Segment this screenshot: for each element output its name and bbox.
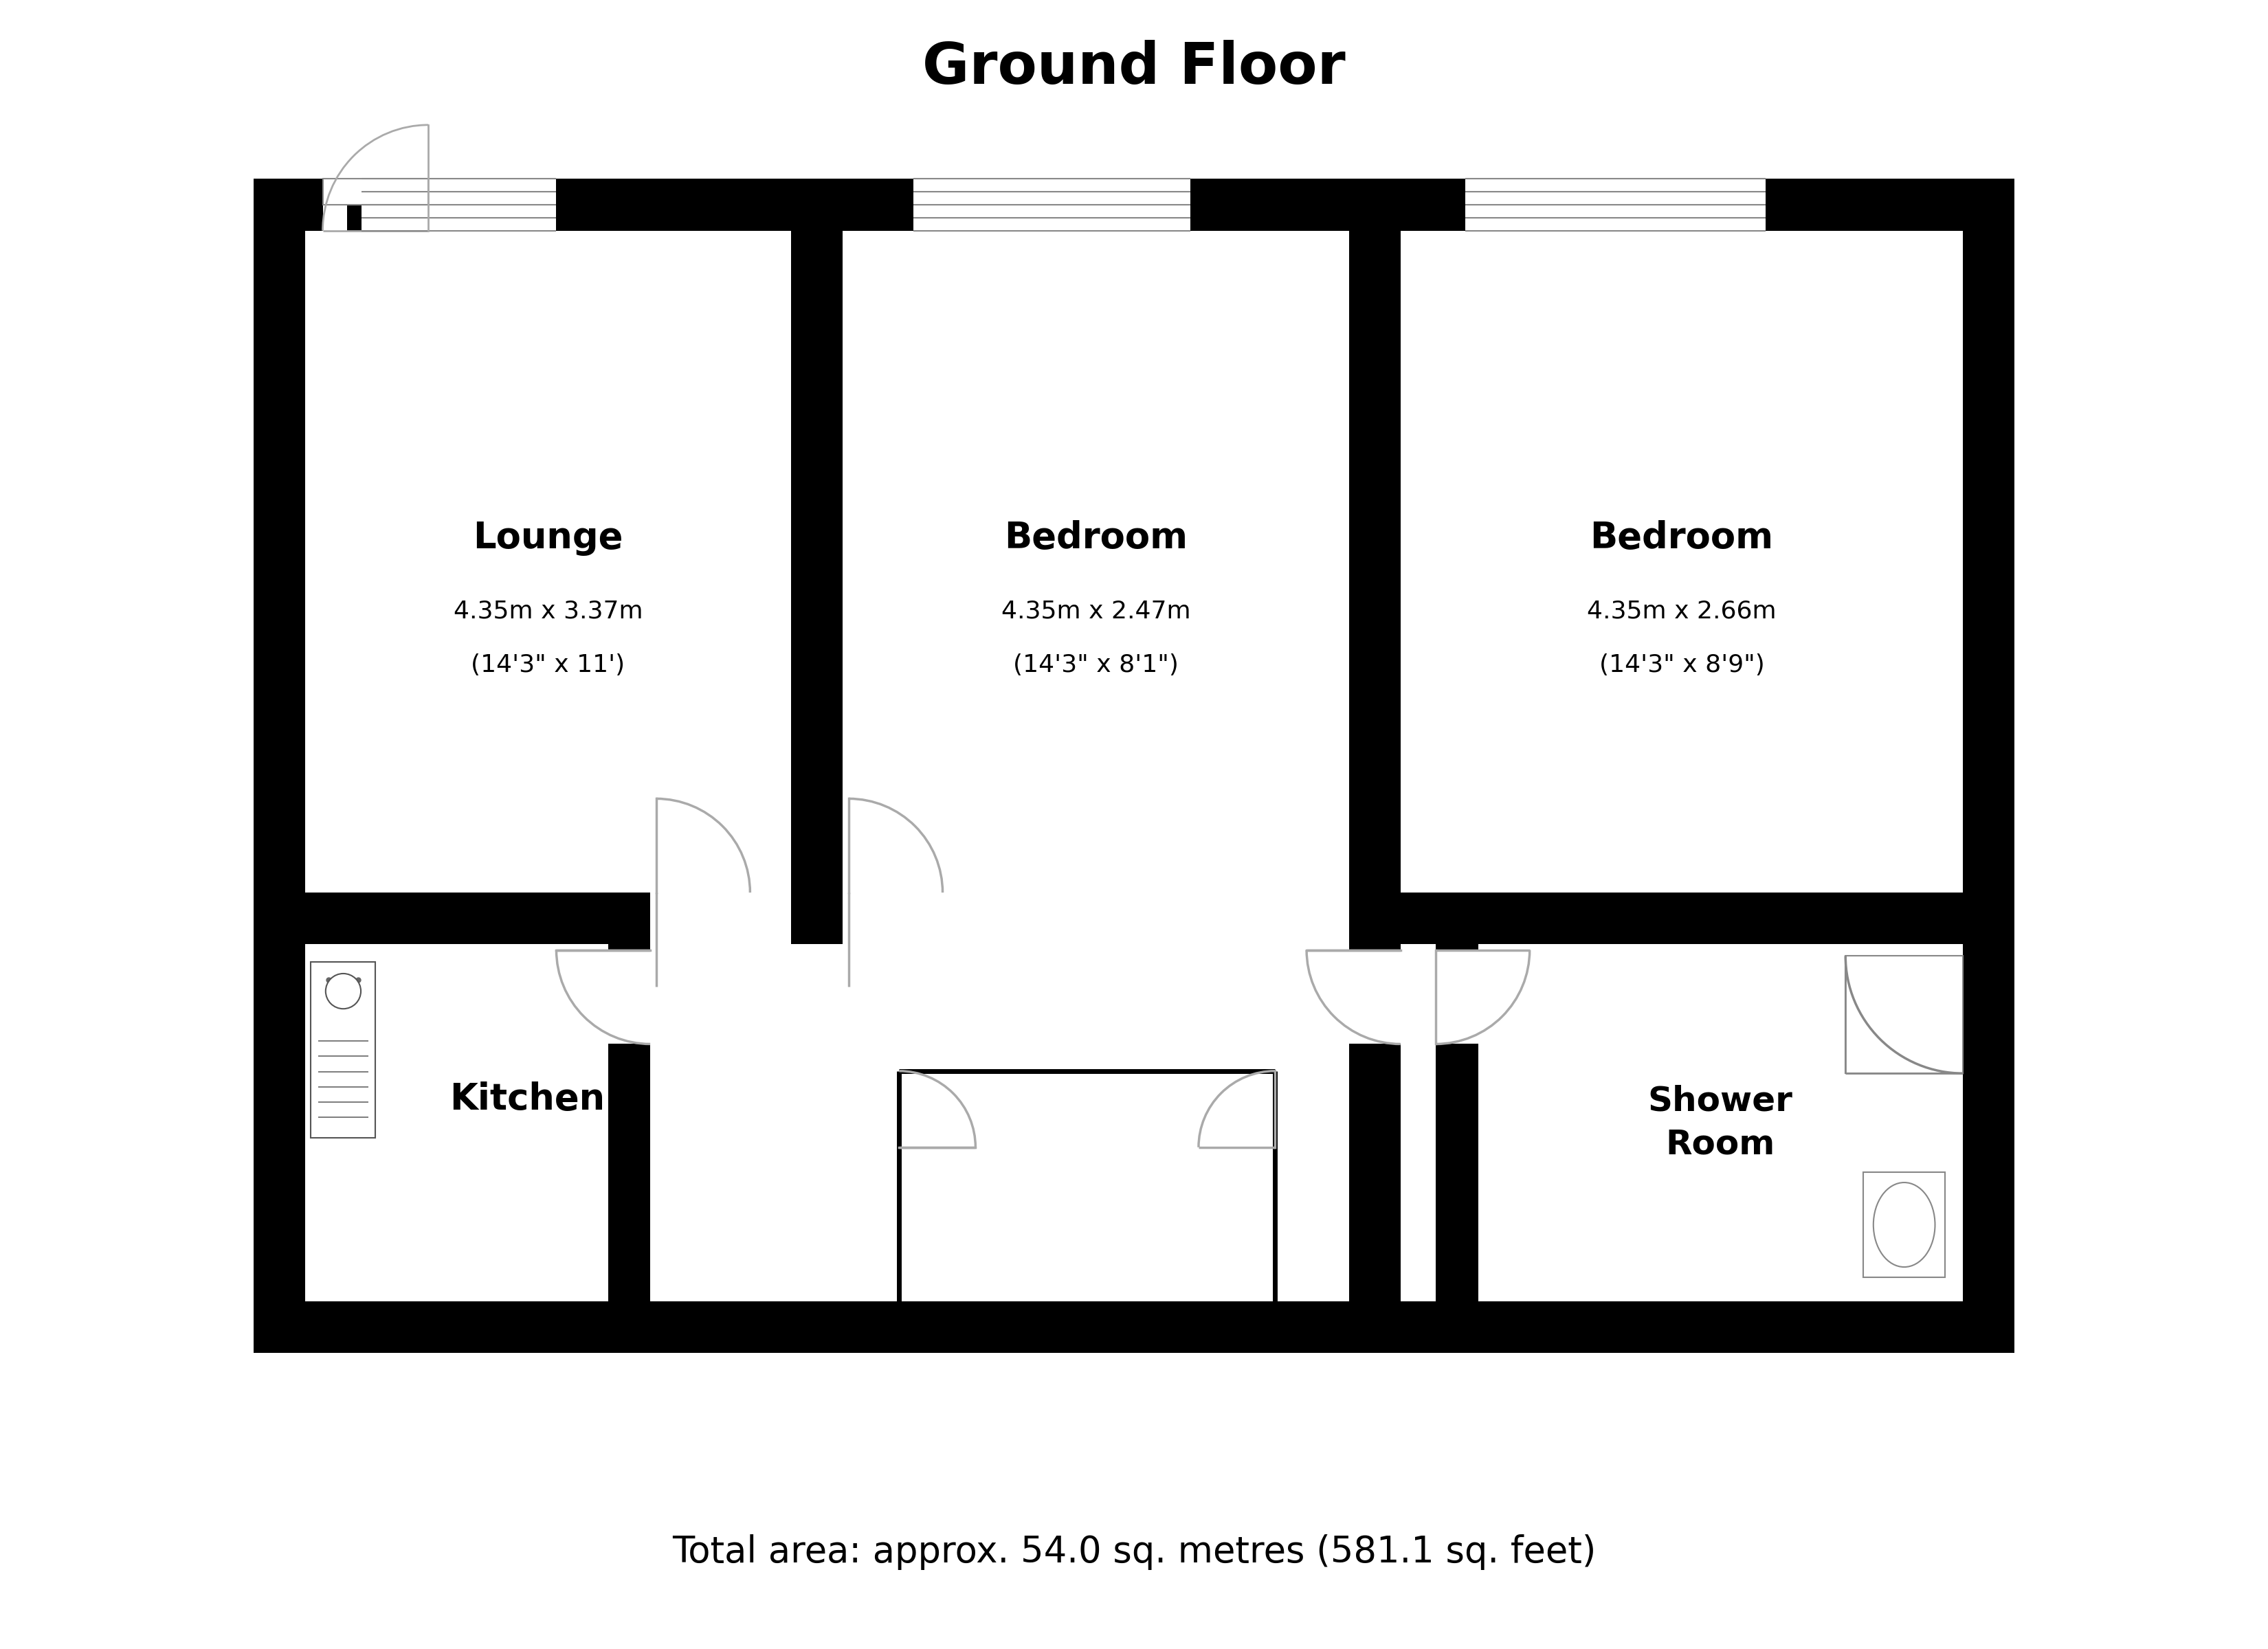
Bar — [1349, 231, 1402, 1301]
Bar — [792, 231, 844, 945]
Bar — [254, 180, 2014, 231]
Bar — [1402, 892, 1962, 945]
Text: 4.35m x 2.66m: 4.35m x 2.66m — [1588, 599, 1776, 623]
Bar — [887, 1070, 912, 1148]
Bar — [1436, 950, 1479, 1044]
Bar — [322, 180, 429, 204]
Circle shape — [327, 973, 361, 1009]
Bar — [608, 950, 651, 1044]
Text: Shower
Room: Shower Room — [1649, 1085, 1794, 1161]
Bar — [347, 180, 572, 231]
Bar — [655, 892, 751, 945]
Bar — [556, 180, 572, 231]
Bar — [898, 180, 914, 231]
Bar — [1846, 956, 1962, 1073]
Text: Lounge: Lounge — [474, 519, 624, 556]
Bar — [1452, 180, 1780, 231]
Bar — [1962, 180, 2014, 1352]
Text: (14'3" x 8'1"): (14'3" x 8'1") — [1014, 653, 1179, 676]
Bar — [848, 892, 943, 945]
Bar — [1263, 1070, 1286, 1148]
Bar — [1862, 1172, 1946, 1278]
Text: Total area: approx. 54.0 sq. metres (581.1 sq. feet): Total area: approx. 54.0 sq. metres (581… — [671, 1534, 1597, 1570]
Bar — [347, 180, 361, 231]
Text: Bedroom: Bedroom — [1590, 519, 1774, 556]
Bar — [254, 180, 306, 1352]
Bar — [898, 180, 1204, 231]
Bar — [1436, 892, 1479, 1301]
Text: (14'3" x 8'9"): (14'3" x 8'9") — [1599, 653, 1765, 676]
Bar — [1191, 180, 1204, 231]
Bar — [1767, 180, 1780, 231]
Bar — [322, 180, 429, 196]
Bar — [311, 961, 376, 1138]
Text: Kitchen: Kitchen — [449, 1082, 606, 1116]
Bar — [254, 1301, 2014, 1352]
Bar — [1452, 180, 1465, 231]
Text: 4.35m x 2.47m: 4.35m x 2.47m — [1000, 599, 1191, 623]
Text: Bedroom: Bedroom — [1005, 519, 1188, 556]
Text: (14'3" x 11'): (14'3" x 11') — [472, 653, 626, 676]
Ellipse shape — [1873, 1182, 1935, 1266]
Bar — [608, 945, 651, 1301]
Bar — [322, 180, 429, 231]
Bar — [1349, 950, 1402, 1044]
Bar — [306, 892, 651, 945]
Bar — [306, 231, 1962, 1301]
Text: Ground Floor: Ground Floor — [923, 40, 1345, 96]
Text: 4.35m x 3.37m: 4.35m x 3.37m — [454, 599, 642, 623]
